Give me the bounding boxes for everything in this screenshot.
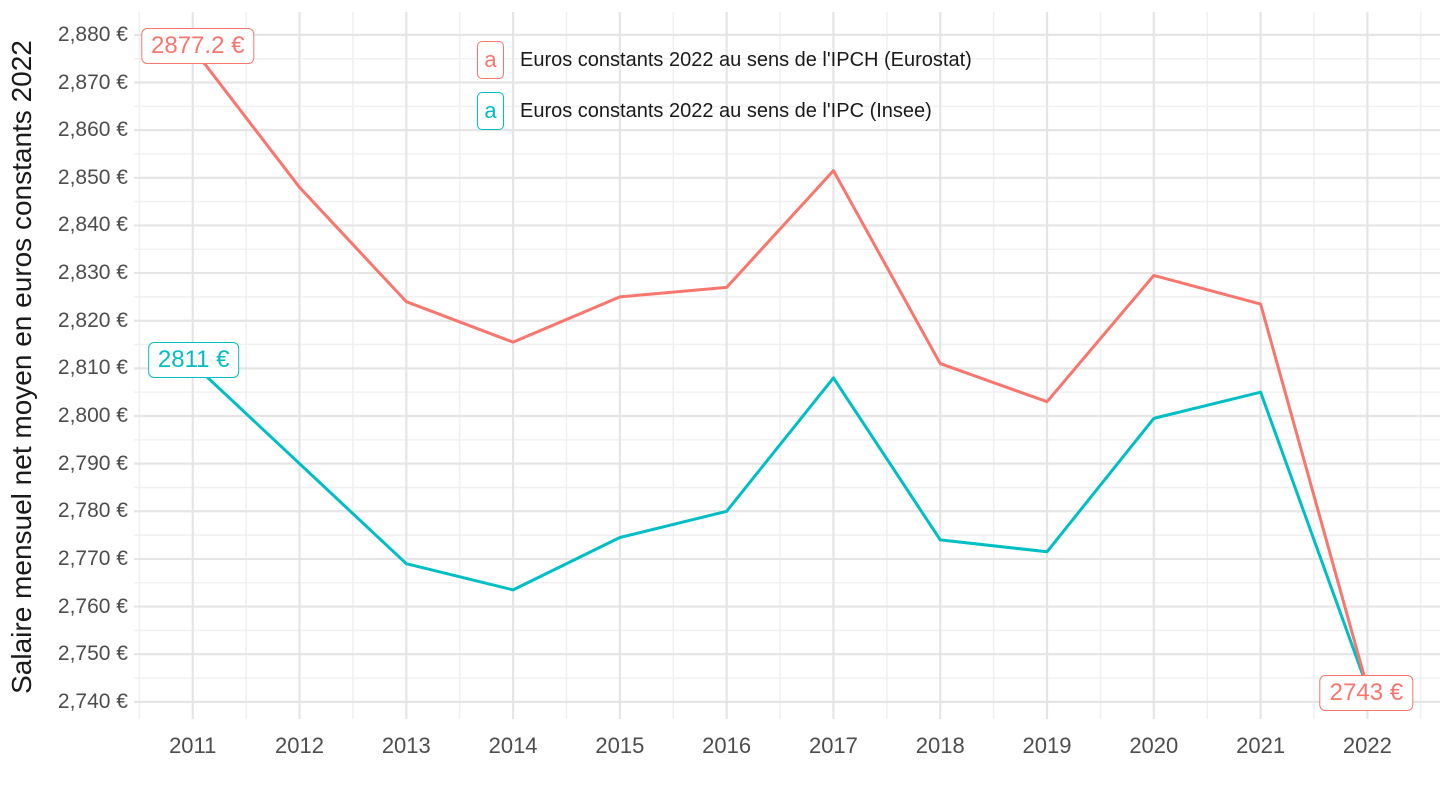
legend-item-ipch-eurostat: a Euros constants 2022 au sens de l'IPCH… — [477, 41, 972, 79]
x-tick-label: 2022 — [1342, 733, 1392, 758]
x-tick-label: 2013 — [381, 733, 431, 758]
x-tick-label: 2011 — [169, 733, 217, 758]
y-tick-label: 2,860 € — [57, 118, 128, 142]
y-tick-label: 2,740 € — [57, 689, 128, 713]
series-line-ipc — [191, 362, 1369, 689]
annotation-label: 2811 € — [147, 341, 240, 378]
x-tick-label: 2021 — [1236, 733, 1286, 758]
y-tick-label: 2,760 € — [57, 594, 128, 618]
x-tick-label: 2016 — [702, 733, 752, 758]
y-tick-label: 2,840 € — [57, 213, 128, 237]
x-tick-label: 2018 — [915, 733, 965, 758]
y-tick-label: 2,810 € — [57, 356, 128, 380]
legend-item-label: Euros constants 2022 au sens de l'IPCH (… — [520, 48, 972, 71]
x-tick-label: 2019 — [1022, 733, 1072, 758]
y-tick-label: 2,790 € — [57, 451, 128, 475]
x-tick-label: 2012 — [275, 733, 324, 758]
x-tick-label: 2017 — [808, 733, 858, 758]
legend: a Euros constants 2022 au sens de l'IPCH… — [477, 41, 972, 143]
y-tick-label: 2,820 € — [57, 308, 128, 332]
y-tick-label: 2,880 € — [57, 22, 128, 46]
x-tick-label: 2015 — [595, 733, 645, 758]
y-tick-label: 2,830 € — [57, 261, 128, 285]
x-tick-label: 2014 — [488, 733, 538, 758]
y-tick-label: 2,870 € — [57, 70, 128, 94]
legend-key-ipc-icon: a — [477, 92, 504, 130]
series-line-ipch — [191, 47, 1369, 688]
annotation-label: 2743 € — [1319, 674, 1414, 711]
y-tick-label: 2,780 € — [57, 499, 128, 523]
y-tick-label: 2,850 € — [57, 165, 128, 189]
annotation-label: 2877.2 € — [141, 28, 255, 65]
legend-item-ipc-insee: a Euros constants 2022 au sens de l'IPC … — [477, 92, 972, 130]
y-tick-label: 2,770 € — [57, 546, 128, 570]
legend-key-ipch-icon: a — [477, 41, 504, 79]
y-tick-label: 2,800 € — [57, 404, 128, 427]
x-tick-label: 2020 — [1129, 733, 1179, 758]
y-tick-label: 2,750 € — [57, 642, 128, 666]
legend-item-label: Euros constants 2022 au sens de l'IPC (I… — [520, 99, 932, 122]
